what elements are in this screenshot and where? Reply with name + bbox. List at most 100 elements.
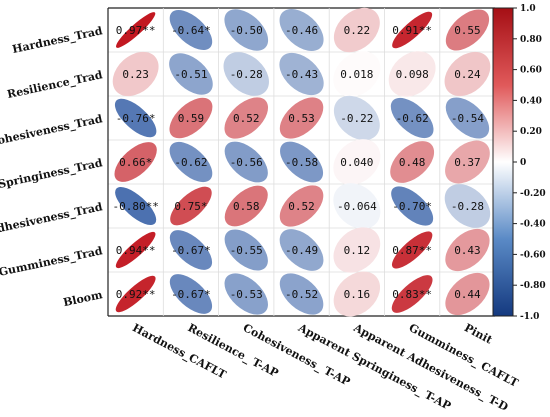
cell-value-label: -0.55 — [230, 244, 263, 257]
cell-value-label: -0.064 — [337, 200, 377, 213]
cell-value-label: 0.24 — [454, 68, 481, 81]
heatmap-cell: -0.80** — [112, 186, 159, 226]
cell-value-label: 0.94** — [116, 244, 156, 257]
heatmap-cell: -0.28 — [223, 52, 269, 96]
heatmap-cell: -0.54 — [445, 97, 490, 139]
correlation-ellipse — [169, 53, 213, 95]
correlation-ellipse — [445, 228, 490, 272]
row-label: Springiness_Trad — [0, 156, 104, 192]
heatmap-cell: 0.83** — [391, 275, 433, 313]
heatmap-cell: -0.56 — [224, 141, 268, 183]
correlation-ellipse — [169, 97, 213, 139]
heatmap-cell: 0.040 — [333, 139, 381, 185]
correlation-ellipse — [224, 9, 269, 51]
cell-value-label: -0.52 — [285, 288, 318, 301]
heatmap-cells: 0.97** -0.64* -0.50 -0.46 0.22 0.91** 0.55 0.23… — [112, 7, 491, 317]
heatmap-cell: 0.53 — [279, 97, 324, 139]
cell-value-label: -0.62 — [174, 156, 207, 169]
cell-value-label: 0.040 — [340, 156, 373, 169]
heatmap-cell: -0.55 — [224, 229, 268, 271]
correlation-ellipse — [279, 97, 324, 139]
cell-value-label: 0.52 — [233, 112, 260, 125]
cell-value-label: -0.64* — [171, 24, 211, 37]
cell-value-label: -0.50 — [230, 24, 263, 37]
heatmap-cell: -0.53 — [224, 273, 268, 315]
cell-value-label: -0.76* — [116, 112, 156, 125]
heatmap-cell: 0.44 — [445, 272, 490, 316]
correlation-ellipse — [224, 97, 269, 139]
correlation-ellipse — [333, 227, 381, 273]
colorbar-tick-label: -0.20 — [520, 189, 546, 199]
heatmap-cell: 0.59 — [169, 97, 213, 139]
colorbar-tick-label: -1.0 — [520, 312, 539, 322]
heatmap-cell: -0.43 — [279, 52, 324, 96]
cell-value-label: -0.28 — [451, 200, 484, 213]
cell-value-label: 0.87** — [392, 244, 432, 257]
correlation-ellipse — [390, 97, 434, 139]
column-label: Pinit — [462, 321, 495, 347]
cell-value-label: 0.43 — [454, 244, 481, 257]
correlation-ellipse — [390, 141, 435, 183]
correlation-ellipse — [333, 51, 381, 97]
correlation-ellipse — [444, 51, 491, 97]
correlation-ellipse — [279, 273, 324, 315]
cell-value-label: 0.55 — [454, 24, 481, 37]
heatmap-cell: 0.16 — [333, 271, 381, 317]
cell-value-label: 0.16 — [344, 288, 371, 301]
correlation-ellipse — [169, 10, 213, 50]
correlation-ellipse — [114, 98, 157, 138]
cell-value-label: -0.67* — [171, 244, 211, 257]
cell-value-label: 0.92** — [116, 288, 156, 301]
cell-value-label: -0.49 — [285, 244, 318, 257]
heatmap-cell: 0.58 — [224, 185, 268, 227]
cell-value-label: 0.97** — [116, 24, 156, 37]
cell-value-label: 0.23 — [122, 68, 149, 81]
heatmap-cell: -0.064 — [333, 183, 381, 229]
heatmap-cell: 0.12 — [333, 227, 381, 273]
heatmap-cell: -0.58 — [280, 141, 324, 183]
correlation-ellipse — [169, 274, 213, 314]
heatmap-cell: -0.51 — [169, 53, 213, 95]
heatmap-cell: 0.24 — [444, 51, 491, 97]
correlation-ellipse — [445, 97, 490, 139]
heatmap-cell: 0.91** — [392, 11, 433, 49]
cell-value-label: -0.22 — [340, 112, 373, 125]
correlation-ellipse — [170, 186, 212, 226]
correlation-ellipse — [333, 139, 381, 185]
column-label: Hardness_CAFLT — [130, 321, 229, 383]
cell-value-label: 0.37 — [454, 156, 481, 169]
cell-value-label: 0.52 — [288, 200, 315, 213]
cell-value-label: -0.58 — [285, 156, 318, 169]
cell-value-label: -0.46 — [285, 24, 318, 37]
correlation-ellipse — [224, 141, 268, 183]
heatmap-grid — [107, 7, 496, 317]
cell-value-label: 0.098 — [396, 68, 429, 81]
colorbar-tick-label: 0.40 — [520, 96, 542, 106]
cell-value-label: 0.53 — [288, 112, 315, 125]
correlation-ellipse — [445, 9, 490, 51]
cell-value-label: -0.70* — [392, 200, 432, 213]
colorbar-tick-label: 1.0 — [520, 4, 536, 14]
cell-value-label: 0.83** — [392, 288, 432, 301]
cell-value-label: -0.80** — [112, 200, 158, 213]
cell-value-label: -0.28 — [230, 68, 263, 81]
correlation-ellipse — [279, 9, 324, 51]
cell-value-label: -0.43 — [285, 68, 318, 81]
cell-value-label: 0.44 — [454, 288, 481, 301]
correlation-ellipse — [224, 185, 268, 227]
heatmap-cell: -0.76* — [114, 98, 157, 138]
correlation-ellipse — [392, 11, 433, 49]
cell-value-label: -0.53 — [230, 288, 263, 301]
colorbar-tick-label: -0.40 — [520, 220, 546, 230]
heatmap-cell: -0.52 — [279, 273, 324, 315]
correlation-ellipse — [333, 183, 381, 229]
correlation-ellipse — [391, 231, 433, 269]
correlation-ellipse — [279, 185, 324, 227]
correlation-ellipse — [169, 141, 213, 183]
colorbar-tick-label: 0 — [520, 158, 526, 168]
correlation-ellipse — [445, 140, 490, 184]
cell-value-label: 0.91** — [392, 24, 432, 37]
colorbar-tick-label: -0.60 — [520, 250, 546, 260]
